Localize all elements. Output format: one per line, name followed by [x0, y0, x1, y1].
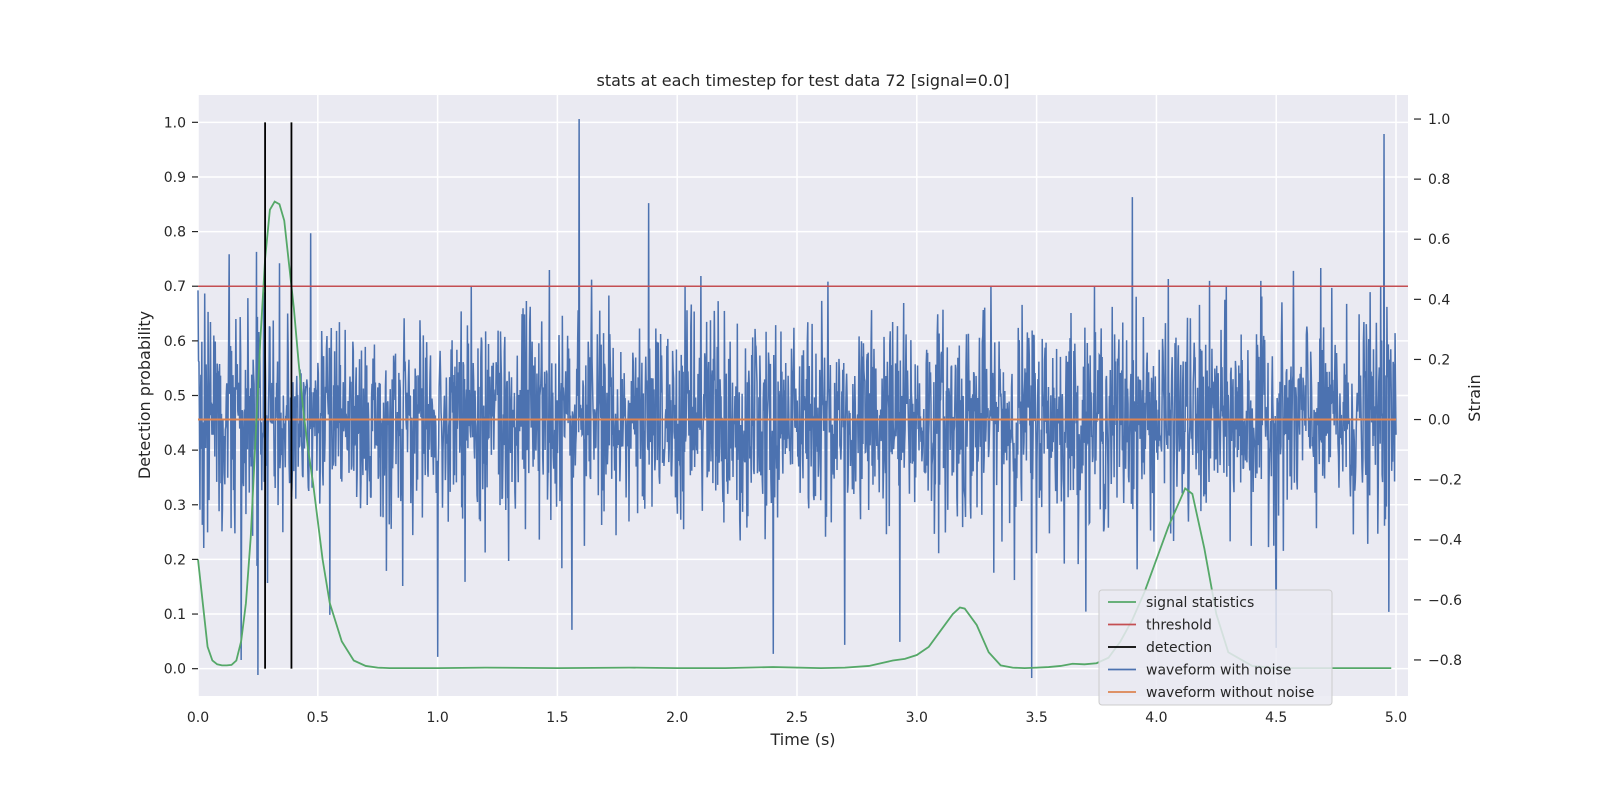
- x-tick-label: 1.0: [426, 710, 448, 726]
- x-tick-label: 0.0: [187, 710, 209, 726]
- y-left-tick-label: 0.3: [164, 498, 186, 514]
- y-left-tick-label: 0.2: [164, 552, 186, 568]
- x-tick-label: 3.5: [1025, 710, 1047, 726]
- y-left-tick-label: 0.6: [164, 334, 186, 350]
- x-tick-label: 1.5: [546, 710, 568, 726]
- y-right-tick-label: −0.4: [1428, 533, 1462, 549]
- x-tick-label: 2.0: [666, 710, 688, 726]
- y-right-tick-label: −0.8: [1428, 653, 1462, 669]
- y-axis-label-left: Detection probability: [135, 311, 154, 479]
- legend: signal statistics threshold detection wavef…: [1098, 589, 1333, 706]
- x-tick-label: 3.0: [906, 710, 928, 726]
- waveform-with-noise-line: [197, 119, 1397, 678]
- legend-label: waveform without noise: [1146, 685, 1314, 701]
- y-axis-label-right: Strain: [1465, 374, 1484, 421]
- x-tick-label: 5.0: [1385, 710, 1407, 726]
- y-left-tick-label: 0.5: [164, 389, 186, 405]
- y-right-tick-label: −0.2: [1428, 473, 1462, 489]
- y-right-tick-label: 0.4: [1428, 292, 1450, 308]
- y-left-tick-label: 1.0: [164, 115, 186, 131]
- y-right-tick-label: 0.2: [1428, 352, 1450, 368]
- legend-label: threshold: [1146, 618, 1212, 634]
- y-right-tick-label: 0.0: [1428, 413, 1450, 429]
- y-left-tick-label: 0.8: [164, 225, 186, 241]
- y-right-tick-label: 1.0: [1428, 112, 1450, 128]
- legend-label: signal statistics: [1146, 595, 1254, 611]
- y-right-tick-label: 0.6: [1428, 232, 1450, 248]
- x-tick-label: 4.0: [1145, 710, 1167, 726]
- y-right-tick-label: −0.6: [1428, 593, 1462, 609]
- axes: 0.0 0.5 1.0 1.5 2.0 2.5 3.0 3.5 4.0 4.5 5.0 0.0 0.1 0…: [164, 112, 1462, 726]
- legend-box: [1098, 589, 1333, 706]
- plot-marks: [197, 119, 1408, 678]
- y-left-tick-label: 0.1: [164, 607, 186, 623]
- legend-label: waveform with noise: [1146, 663, 1291, 679]
- y-left-tick-label: 0.9: [164, 170, 186, 186]
- x-tick-label: 0.5: [307, 710, 329, 726]
- y-left-tick-label: 0.4: [164, 443, 186, 459]
- y-right-tick-label: 0.8: [1428, 172, 1450, 188]
- x-tick-label: 2.5: [786, 710, 808, 726]
- y-left-tick-label: 0.7: [164, 279, 186, 295]
- y-left-tick-label: 0.0: [164, 662, 186, 678]
- x-tick-label: 4.5: [1265, 710, 1287, 726]
- legend-label: detection: [1146, 640, 1212, 656]
- x-axis-label: Time (s): [769, 730, 835, 749]
- chart-title: stats at each timestep for test data 72 …: [597, 71, 1010, 90]
